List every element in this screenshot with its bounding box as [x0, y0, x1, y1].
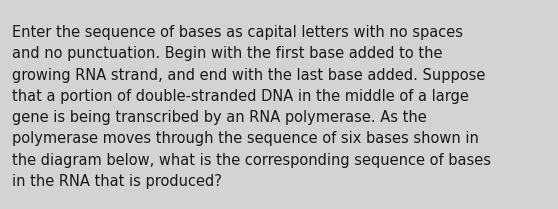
- Text: Enter the sequence of bases as capital letters with no spaces
and no punctuation: Enter the sequence of bases as capital l…: [12, 25, 491, 189]
